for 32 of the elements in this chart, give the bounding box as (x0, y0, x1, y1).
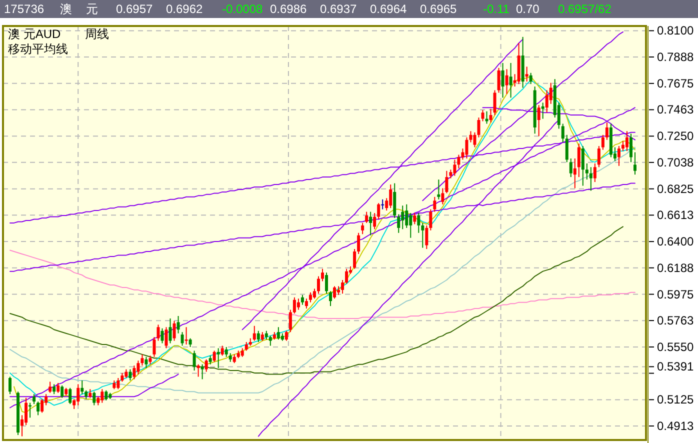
y-tick-label: 0.5763 (657, 314, 694, 328)
annotation: 周线 (85, 27, 109, 41)
text: 0.6937 (320, 2, 358, 16)
text: 0.6962 (166, 2, 204, 16)
y-tick-label: 0.5391 (657, 360, 694, 374)
text: 0.6957/62 (558, 2, 612, 16)
text: 0.6965 (420, 2, 458, 16)
text: 0.6986 (270, 2, 308, 16)
y-tick-label: 0.6825 (657, 182, 694, 196)
text: 0.6964 (370, 2, 408, 16)
y-tick-label: 0.7463 (657, 102, 694, 117)
y-tick-label: 0.6613 (657, 208, 694, 222)
text: 0.6957 (116, 2, 154, 16)
text: 澳 (60, 2, 72, 16)
y-tick-label: 0.6188 (657, 260, 694, 275)
text: 175736 (4, 2, 44, 16)
text: -0.0008 (222, 2, 264, 16)
y-tick-label: 0.4913 (657, 418, 694, 433)
text: 0.70 (516, 2, 540, 16)
y-tick-label: 0.5550 (657, 340, 694, 354)
text: -0.11 (483, 2, 510, 16)
y-tick-label: 0.8100 (657, 24, 694, 38)
y-tick-label: 0.6400 (657, 234, 694, 249)
y-tick-label: 0.7888 (657, 50, 694, 64)
chart-title: 澳 元AUD (8, 27, 62, 41)
y-tick-label: 0.5125 (657, 392, 694, 407)
y-tick-label: 0.7250 (657, 129, 694, 144)
text: 元 (86, 2, 98, 16)
y-tick-label: 0.7675 (657, 76, 694, 90)
y-tick-label: 0.7038 (657, 155, 694, 170)
y-tick-label: 0.5975 (657, 287, 694, 302)
text: 移动平均线 (8, 42, 68, 56)
